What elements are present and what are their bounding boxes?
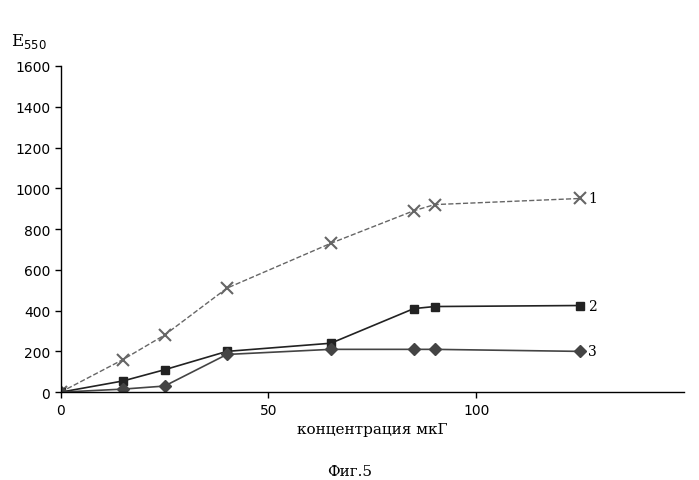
Text: E$_{550}$: E$_{550}$: [10, 32, 47, 50]
Text: 1: 1: [589, 192, 598, 206]
X-axis label: концентрация мкГ: концентрация мкГ: [297, 422, 447, 436]
Text: Фиг.5: Фиг.5: [327, 464, 372, 478]
Text: 3: 3: [589, 345, 597, 359]
Text: 2: 2: [589, 299, 597, 313]
